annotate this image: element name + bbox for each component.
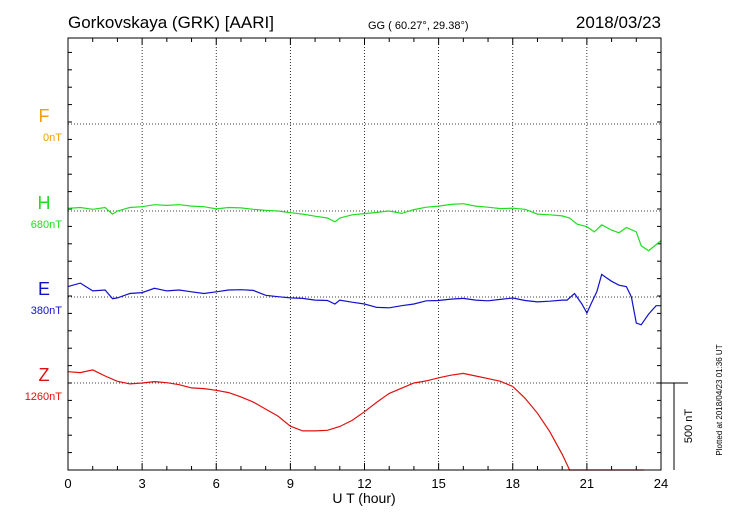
series-lines <box>67 203 662 471</box>
series-baseline-f: 0nT <box>43 132 62 144</box>
x-tick-label: 3 <box>139 476 146 491</box>
series-line-e <box>67 273 661 326</box>
x-tick-label: 9 <box>287 476 294 491</box>
series-name-z: Z <box>39 365 50 385</box>
x-tick-label: 12 <box>357 476 371 491</box>
plotted-timestamp: Plotted at 2018/04/23 01:36 UT <box>715 344 724 455</box>
x-tick-label: 24 <box>654 476 668 491</box>
x-tick-label: 15 <box>431 476 445 491</box>
series-baseline-e: 380nT <box>31 305 62 317</box>
x-axis-label: U T (hour) <box>332 490 395 506</box>
series-name-e: E <box>38 279 50 299</box>
series-line-z <box>67 369 644 471</box>
x-tick-label: 21 <box>580 476 594 491</box>
station-coordinates: GG ( 60.27°, 29.38°) <box>368 20 469 32</box>
axis-ticks <box>67 38 662 471</box>
x-tick-label: 6 <box>213 476 220 491</box>
series-name-f: F <box>39 106 50 126</box>
series-labels: F 0nT H 680nT E 380nT Z 1260nT <box>25 106 63 403</box>
chart-date: 2018/03/23 <box>576 13 661 32</box>
plot-frame <box>67 37 662 471</box>
scale-bar: 500 nT <box>661 382 695 470</box>
grid <box>68 38 661 470</box>
station-title: Gorkovskaya (GRK) [AARI] <box>68 13 274 32</box>
series-line-h <box>67 203 662 252</box>
series-name-h: H <box>38 193 51 213</box>
x-tick-label: 0 <box>64 476 71 491</box>
series-baseline-h: 680nT <box>31 219 62 231</box>
x-tick-label: 18 <box>506 476 520 491</box>
scale-bar-label: 500 nT <box>683 409 695 444</box>
x-tick-labels: 0 3 6 9 12 15 18 21 24 <box>64 476 668 491</box>
series-baseline-z: 1260nT <box>25 391 63 403</box>
